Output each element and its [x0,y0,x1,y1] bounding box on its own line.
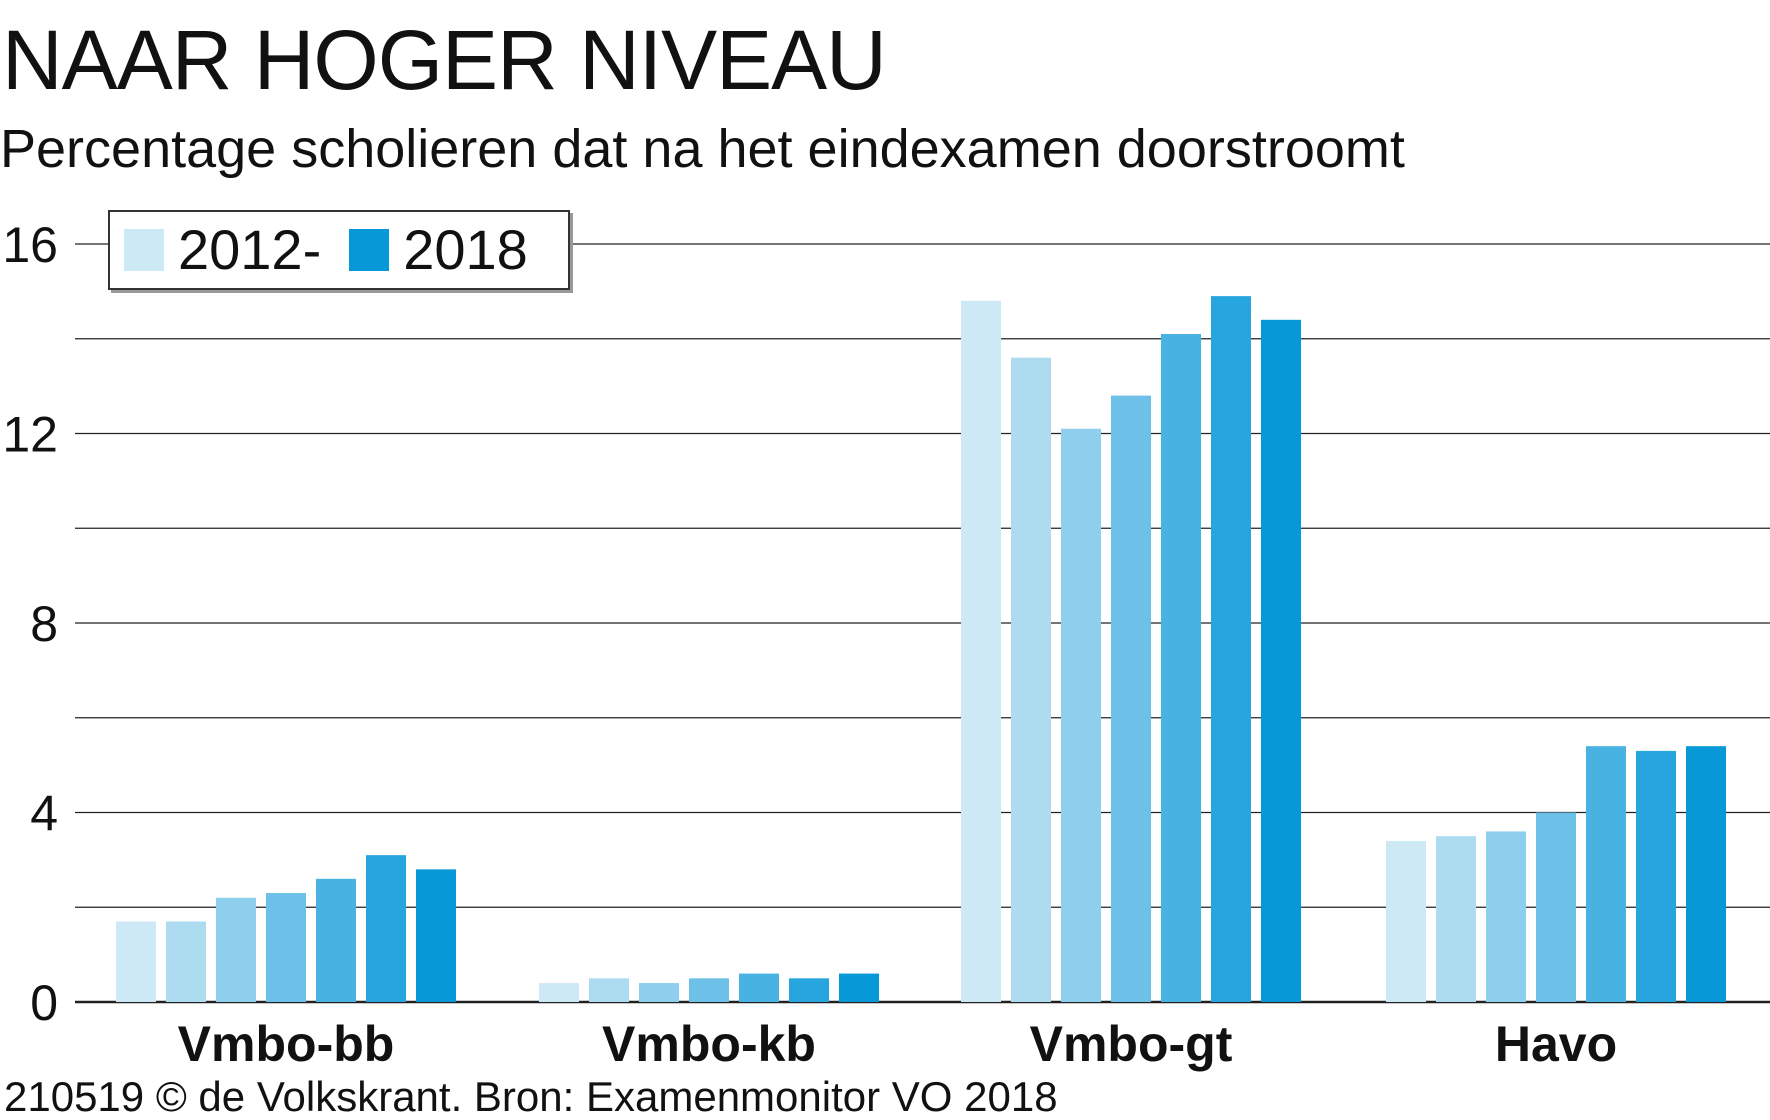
x-category-label: Vmbo-gt [1030,1016,1233,1072]
bar [1536,812,1576,1002]
bar [166,921,206,1002]
bar [961,300,1001,1003]
legend-label-start: 2012- [178,218,322,281]
source-credit: 210519 © de Volkskrant. Bron: Examenmoni… [4,1073,1058,1120]
bar [1386,840,1426,1002]
bar [639,983,679,1002]
x-category-label: Havo [1495,1016,1617,1072]
bar [839,973,879,1002]
bar [1011,357,1051,1002]
x-category-label: Vmbo-kb [602,1016,816,1072]
y-tick-label: 8 [30,596,58,652]
bar [1211,296,1251,1002]
bar [416,869,456,1002]
bar [1686,746,1726,1002]
bar [1586,746,1626,1002]
y-tick-label: 4 [30,786,58,842]
y-tick-label: 12 [2,407,58,463]
bar [539,983,579,1002]
bar [689,978,729,1002]
legend-label-end: 2018 [403,218,528,281]
bar [366,855,406,1002]
bar [589,978,629,1002]
bar [739,973,779,1002]
bar [1261,319,1301,1002]
legend-swatch-end [349,229,390,271]
bar [1061,428,1101,1002]
bar [789,978,829,1002]
legend-swatch-start [124,229,164,271]
bar [216,897,256,1002]
bar [1636,750,1676,1002]
y-tick-label: 16 [2,217,58,273]
x-category-label: Vmbo-bb [178,1016,395,1072]
chart-title: NAAR HOGER NIVEAU [2,13,887,107]
chart-legend: 2012- 2018 [108,210,570,290]
bar [1161,334,1201,1002]
bar [116,921,156,1002]
bar [1436,836,1476,1002]
y-tick-label: 0 [30,975,58,1031]
bar [266,893,306,1002]
bar [1486,831,1526,1002]
bar [316,878,356,1002]
chart-subtitle: Percentage scholieren dat na het eindexa… [0,119,1405,179]
bar [1111,395,1151,1003]
